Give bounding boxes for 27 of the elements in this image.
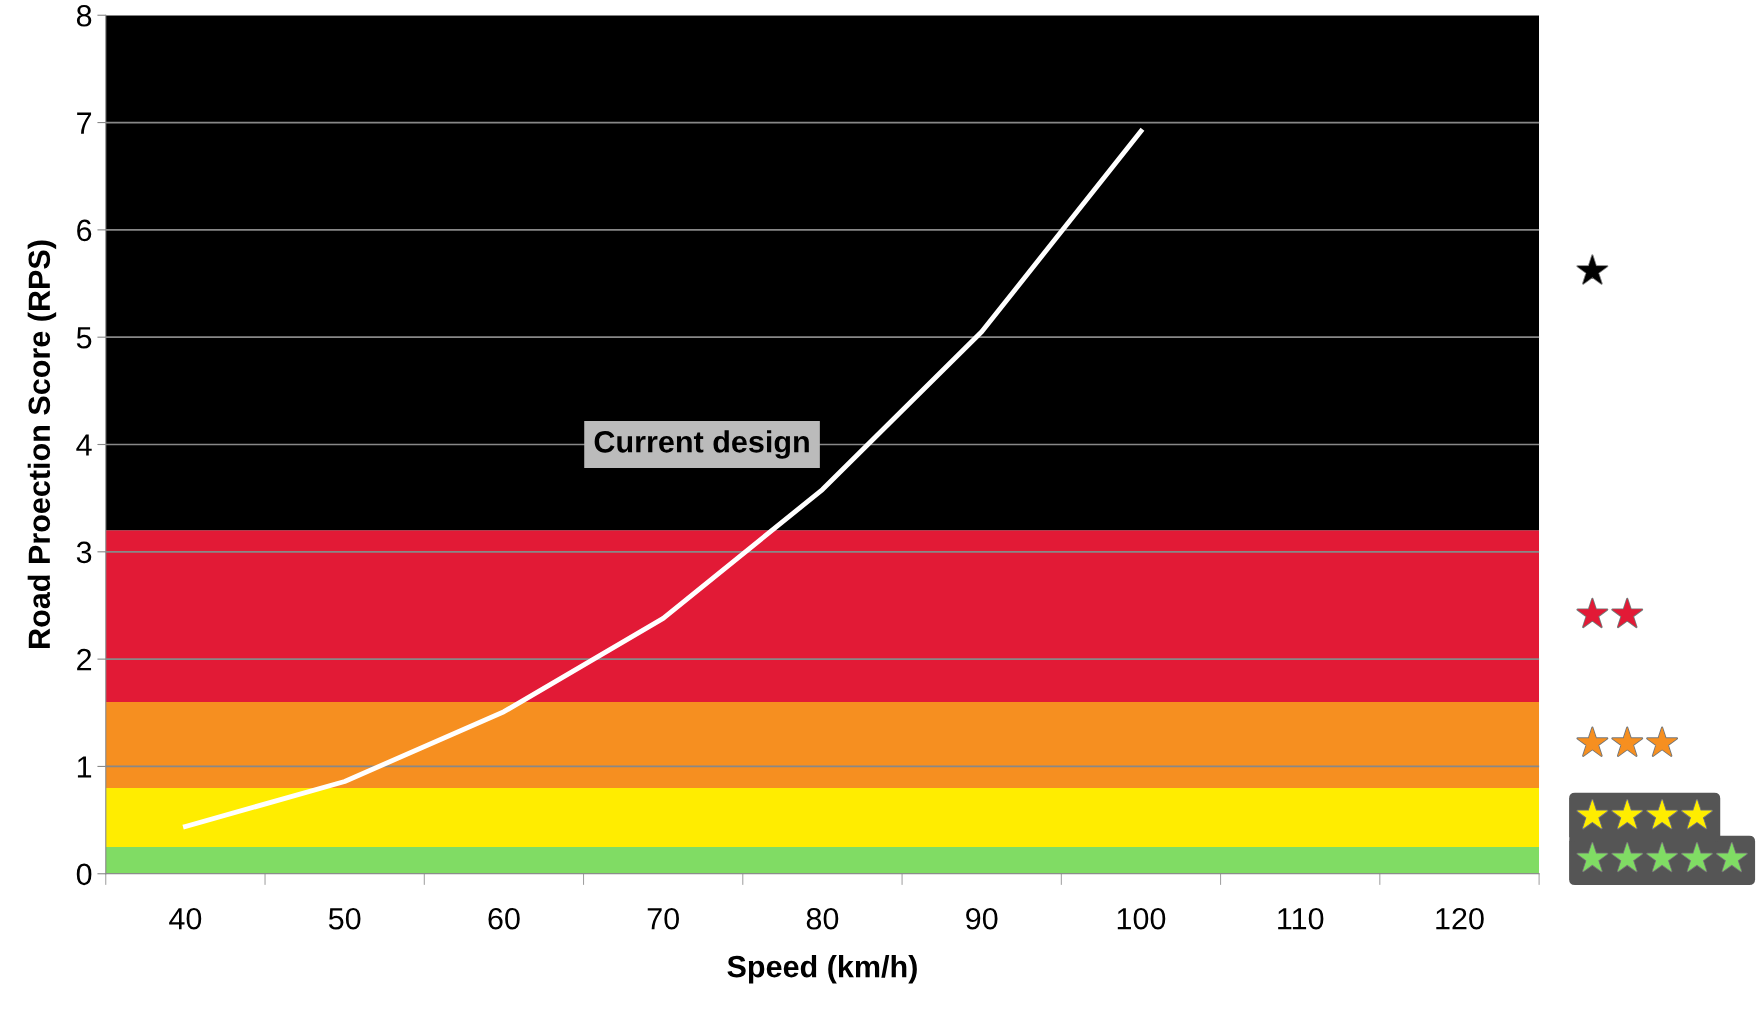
y-tick-label: 2 — [77, 648, 92, 671]
band-label: ★★★ — [1577, 727, 1677, 756]
x-tick-label: 80 — [806, 907, 839, 930]
line-series — [182, 128, 1144, 829]
y-tick-label: 8 — [76, 4, 92, 27]
x-axis-title: Speed (km/h) — [727, 955, 917, 984]
annotation: Current design — [594, 430, 809, 459]
x-tick-label: 70 — [647, 907, 679, 930]
y-tick-label: 0 — [76, 863, 92, 886]
y-tick-label: 4 — [76, 434, 92, 456]
y-tick-label: 3 — [76, 541, 92, 564]
y-tick-label: 1 — [77, 756, 92, 778]
y-tick-label: 6 — [77, 219, 92, 242]
band-label: ★★★★ — [1577, 800, 1712, 829]
x-tick-label: 120 — [1436, 907, 1484, 930]
x-tick-label: 100 — [1117, 907, 1166, 930]
x-tick-label: 50 — [328, 907, 361, 930]
band-label: ★★ — [1577, 598, 1643, 628]
y-axis-title: Road Proection Score (RPS) — [27, 240, 57, 648]
x-tick-label: 110 — [1278, 907, 1324, 930]
x-tick-label: 60 — [488, 907, 520, 930]
band-label: ★ — [1577, 255, 1608, 284]
x-tick-label: 40 — [169, 907, 202, 930]
band-label: ★★★★★ — [1577, 842, 1747, 872]
x-tick-label: 90 — [966, 907, 998, 930]
y-tick-label: 7 — [77, 112, 92, 134]
y-tick-label: 5 — [76, 327, 92, 349]
